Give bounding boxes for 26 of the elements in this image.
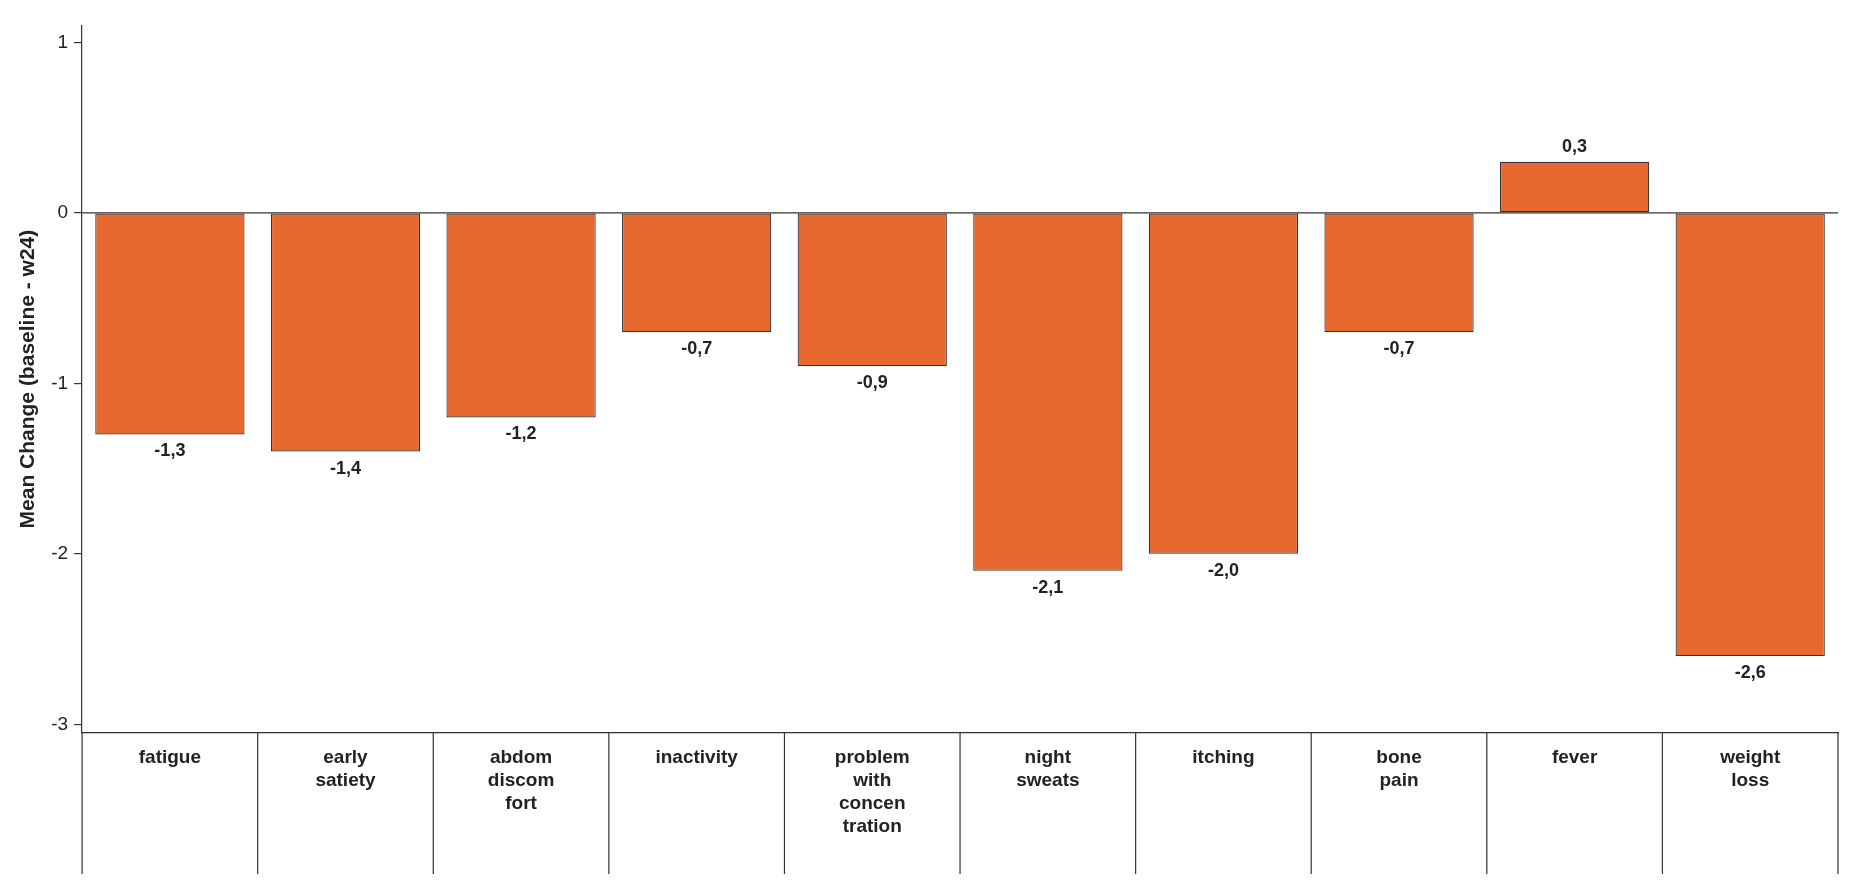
x-tick-label: itching bbox=[1192, 746, 1255, 768]
x-tick-label: fatigue bbox=[138, 746, 202, 768]
data-label: -2,0 bbox=[1207, 559, 1239, 580]
x-tick-label: problem with concen tration bbox=[834, 746, 910, 836]
y-tick-label: -2 bbox=[51, 542, 69, 564]
data-label: -1,2 bbox=[505, 423, 537, 444]
y-tick-label: -1 bbox=[51, 371, 69, 393]
data-label: 0,3 bbox=[1562, 135, 1588, 156]
data-label: -1,3 bbox=[154, 440, 186, 461]
x-tick-label: abdom discom fort bbox=[487, 746, 555, 814]
x-tick-label: night sweats bbox=[1016, 746, 1080, 791]
data-label: -0,7 bbox=[1383, 338, 1415, 359]
data-label: -2,1 bbox=[1032, 576, 1064, 597]
y-axis-title: Mean Change (baseline - w24) bbox=[15, 229, 39, 529]
x-tick-label: bone pain bbox=[1376, 746, 1422, 791]
x-tick-label: early satiety bbox=[315, 746, 377, 791]
x-tick-label: weight loss bbox=[1719, 746, 1781, 791]
y-tick-label: -3 bbox=[51, 712, 69, 734]
x-tick-label: fever bbox=[1551, 746, 1598, 768]
data-label: -2,6 bbox=[1734, 662, 1766, 683]
x-tick-label: inactivity bbox=[655, 746, 739, 768]
data-label: -0,7 bbox=[681, 338, 713, 359]
data-label: -0,9 bbox=[856, 372, 888, 393]
data-label: -1,4 bbox=[329, 457, 361, 478]
y-tick-label: 0 bbox=[57, 201, 69, 223]
y-tick-label: 1 bbox=[57, 30, 69, 52]
